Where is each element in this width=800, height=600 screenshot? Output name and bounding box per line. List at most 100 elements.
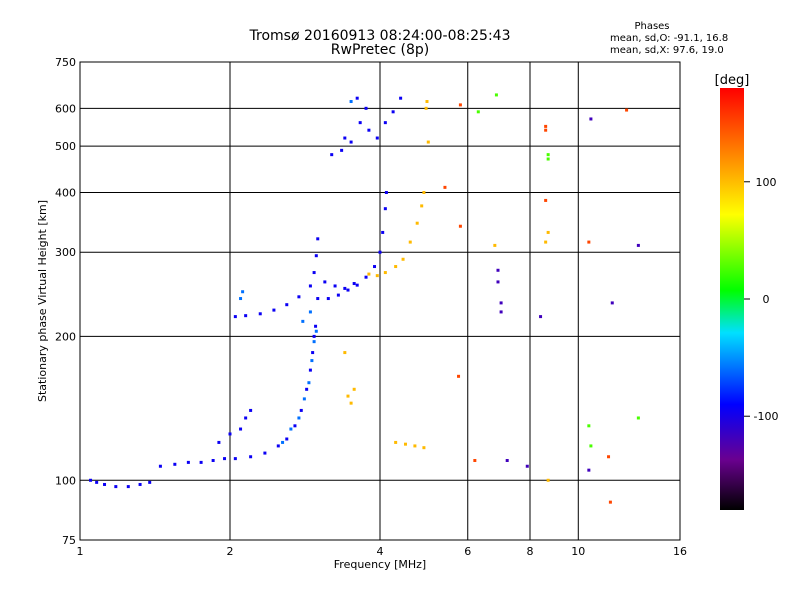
data-point xyxy=(103,482,107,486)
y-tick-label: 400 xyxy=(55,186,76,199)
data-point xyxy=(476,110,480,114)
data-point xyxy=(505,458,509,462)
y-tick-label: 75 xyxy=(62,534,76,547)
data-point xyxy=(340,148,344,152)
data-point xyxy=(381,230,385,234)
data-point xyxy=(285,303,289,307)
data-point xyxy=(199,460,203,464)
data-point xyxy=(383,121,387,125)
data-point xyxy=(420,204,424,208)
data-point xyxy=(494,93,498,97)
data-point xyxy=(336,293,340,297)
data-point xyxy=(233,457,237,461)
data-point xyxy=(636,243,640,247)
data-point xyxy=(607,455,611,459)
y-axis-ticks: 75 100 200 300 400 500 600 750 xyxy=(55,56,76,547)
data-point xyxy=(241,290,245,294)
stats-o-line: mean, sd,O: -91.1, 16.8 xyxy=(610,33,729,44)
data-point xyxy=(473,458,477,462)
x-tick-label: 4 xyxy=(377,545,384,558)
colorbar-label: [deg] xyxy=(715,73,750,88)
data-point xyxy=(539,315,543,319)
colorbar-tick-label: 100 xyxy=(756,176,777,189)
x-axis-label: Frequency [MHz] xyxy=(334,558,426,571)
data-point xyxy=(458,103,462,107)
data-point xyxy=(346,288,350,292)
data-point xyxy=(544,128,548,132)
data-point xyxy=(394,265,398,269)
data-point xyxy=(95,480,99,484)
y-tick-label: 300 xyxy=(55,246,76,259)
data-point xyxy=(343,286,347,290)
x-tick-label: 16 xyxy=(673,545,687,558)
data-point xyxy=(415,221,419,225)
data-point xyxy=(312,271,316,275)
data-point xyxy=(587,424,591,428)
data-point xyxy=(544,240,548,244)
data-point xyxy=(375,274,379,278)
data-point xyxy=(316,297,320,301)
data-point xyxy=(297,416,301,420)
stats-x-line: mean, sd,X: 97.6, 19.0 xyxy=(610,45,724,56)
data-point xyxy=(333,284,337,288)
data-point xyxy=(391,110,395,114)
data-point xyxy=(308,284,312,288)
data-point xyxy=(610,301,614,305)
data-point xyxy=(281,440,285,444)
data-point xyxy=(367,128,371,132)
data-point xyxy=(394,440,398,444)
data-point xyxy=(302,397,306,401)
data-point xyxy=(499,301,503,305)
data-point xyxy=(211,458,215,462)
data-point xyxy=(384,190,388,194)
data-point xyxy=(422,446,426,450)
data-point xyxy=(546,157,550,161)
x-tick-label: 8 xyxy=(527,545,534,558)
data-point xyxy=(308,368,312,372)
stats-header: Phases xyxy=(634,21,670,32)
data-point xyxy=(138,482,142,486)
data-point xyxy=(458,224,462,228)
data-point xyxy=(349,140,353,144)
data-point xyxy=(308,310,312,314)
data-point xyxy=(383,271,387,275)
data-point xyxy=(233,315,237,319)
data-point xyxy=(355,283,359,287)
chart-title: Tromsø 20160913 08:24:00-08:25:43 xyxy=(249,28,511,44)
data-point xyxy=(587,240,591,244)
data-point xyxy=(316,237,320,241)
data-point xyxy=(364,106,368,110)
data-point xyxy=(263,451,267,455)
data-point xyxy=(349,401,353,405)
data-point xyxy=(249,408,253,412)
data-point xyxy=(608,500,612,504)
data-point xyxy=(493,243,497,247)
y-tick-label: 200 xyxy=(55,330,76,343)
data-point xyxy=(326,297,330,301)
data-point xyxy=(546,478,550,482)
data-point xyxy=(546,230,550,234)
data-point xyxy=(244,416,248,420)
x-tick-label: 6 xyxy=(464,545,471,558)
data-point xyxy=(403,442,407,446)
data-point xyxy=(258,312,262,316)
data-point xyxy=(223,457,227,461)
data-point xyxy=(364,275,368,279)
x-tick-label: 1 xyxy=(77,545,84,558)
chart-subtitle: RwPretec (8p) xyxy=(330,42,430,58)
data-point xyxy=(228,432,232,436)
data-point xyxy=(499,310,503,314)
data-point xyxy=(375,136,379,140)
data-point xyxy=(312,340,316,344)
data-point xyxy=(352,387,356,391)
data-point xyxy=(496,280,500,284)
data-point xyxy=(126,485,130,489)
data-point xyxy=(422,190,426,194)
data-point xyxy=(330,153,334,157)
data-point xyxy=(217,440,221,444)
data-point xyxy=(272,308,276,312)
data-point xyxy=(625,108,629,112)
data-point xyxy=(239,297,243,301)
data-point xyxy=(297,295,301,299)
data-point xyxy=(314,329,318,333)
